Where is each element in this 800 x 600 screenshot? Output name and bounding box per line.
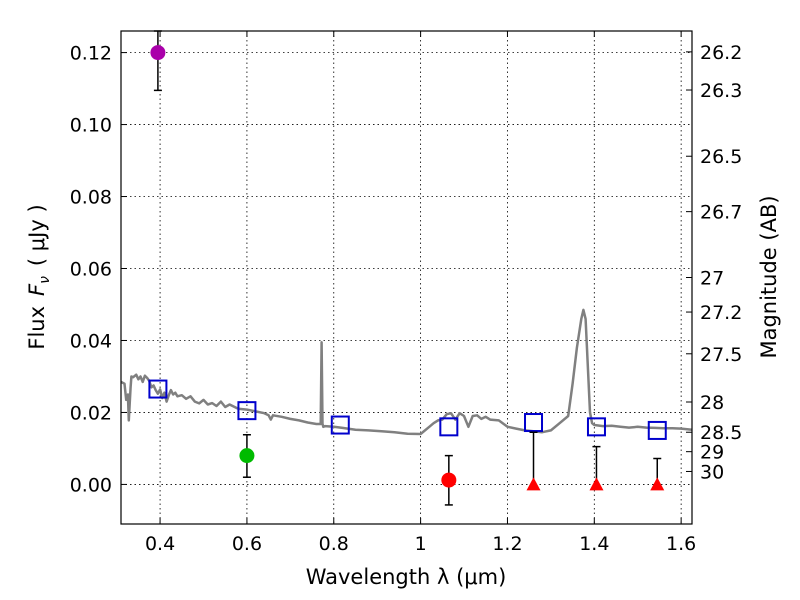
x-tick-label: 1.6: [666, 533, 696, 555]
mag-tick-label: 26.3: [700, 80, 742, 102]
upper-limit-triangle: [589, 477, 604, 491]
x-tick-label: 1: [415, 533, 427, 555]
y-tick-label: 0.08: [70, 187, 112, 209]
plot-frame: [120, 30, 693, 525]
y-tick-label: 0.06: [70, 259, 112, 281]
model-point-square: [237, 401, 257, 421]
model-point-square: [647, 420, 667, 440]
mag-tick-label: 30: [700, 461, 724, 483]
upper-limit-triangle: [526, 477, 541, 491]
x-tick-label: 0.6: [232, 533, 262, 555]
upper-limit-triangle: [650, 477, 665, 491]
y-axis-label-units: ( μJy ): [25, 204, 49, 266]
model-point-square: [439, 417, 459, 437]
x-tick-label: 0.4: [145, 533, 175, 555]
y-axis-label: Flux Fν ( μJy ): [25, 204, 53, 349]
tick-layer: 0.4 0.6 0.8 1 1.2 1.4 1.6 0.00 0.02 0.04 0.06 0.08 0…: [70, 31, 742, 555]
y2-axis-label: Magnitude (AB): [757, 195, 781, 358]
y-axis-label-prefix: Flux: [25, 306, 49, 350]
y-axis-label-symbol: F: [25, 283, 49, 296]
y-tick-label: 0.04: [70, 330, 112, 352]
mag-tick-label: 29: [700, 442, 724, 464]
x-axis-label: Wavelength λ (μm): [306, 565, 507, 589]
detection-point: [239, 448, 255, 464]
x-tick-label: 1.2: [492, 533, 522, 555]
x-tick-label: 0.8: [319, 533, 349, 555]
y-tick-label: 0.02: [70, 402, 112, 424]
model-point-square: [148, 379, 168, 399]
mag-tick-label: 26.2: [700, 42, 742, 64]
mag-tick-label: 27: [700, 268, 724, 290]
y-tick-label: 0.10: [70, 115, 112, 137]
series-layer: [120, 30, 693, 506]
model-point-square: [586, 417, 606, 437]
model-point-square: [524, 413, 544, 433]
x-tick-label: 1.4: [579, 533, 609, 555]
detection-point: [150, 45, 166, 61]
model-spectrum-line: [120, 308, 693, 436]
detection-point: [441, 472, 457, 488]
mag-tick-label: 28.5: [700, 422, 742, 444]
y-axis-label-subscript: ν: [37, 276, 53, 284]
y-tick-label: 0.00: [70, 474, 112, 496]
model-point-square: [330, 415, 350, 435]
mag-tick-label: 28: [700, 392, 724, 414]
mag-tick-label: 27.5: [700, 344, 742, 366]
mag-tick-label: 26.5: [700, 146, 742, 168]
mag-tick-label: 27.2: [700, 302, 742, 324]
y-tick-label: 0.12: [70, 43, 112, 65]
mag-tick-label: 26.7: [700, 202, 742, 224]
